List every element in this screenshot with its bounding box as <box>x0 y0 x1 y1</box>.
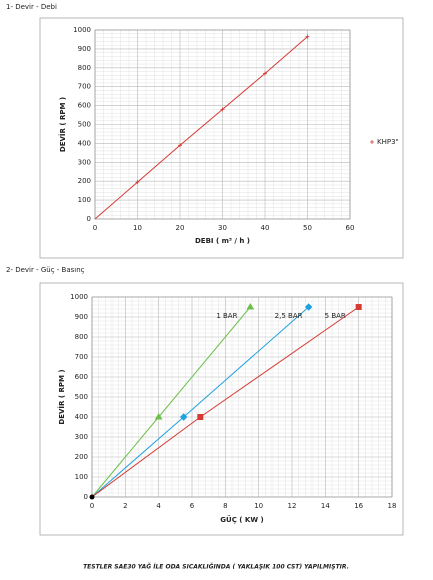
y-tick-label: 200 <box>78 177 91 185</box>
chart-frame <box>39 17 404 259</box>
x-tick-label: 60 <box>346 224 355 232</box>
series-line <box>91 306 251 498</box>
marker <box>135 180 140 185</box>
y-tick-label: 800 <box>78 64 91 72</box>
y-tick-label: 500 <box>78 121 91 129</box>
footer-note: TESTLER SAE30 YAĞ İLE ODA SICAKLIĞINDA (… <box>83 564 349 571</box>
series-label: 2,5 BAR <box>275 312 303 320</box>
x-tick-label: 12 <box>288 502 297 510</box>
x-tick-label: 0 <box>90 502 94 510</box>
marker <box>197 414 204 420</box>
y-tick-label: 0 <box>84 493 88 501</box>
x-tick-label: 16 <box>354 502 363 510</box>
marker <box>220 107 225 112</box>
x-tick-label: 4 <box>156 502 161 510</box>
y-tick-label: 400 <box>75 413 88 421</box>
y-tick-label: 900 <box>75 313 88 321</box>
series-line <box>94 36 308 220</box>
plot-frame <box>91 296 393 498</box>
x-tick-label: 30 <box>218 224 227 232</box>
y-tick-label: 600 <box>75 373 88 381</box>
marker <box>178 143 182 148</box>
x-tick-label: 14 <box>321 502 330 510</box>
y-tick-label: 1000 <box>70 293 88 301</box>
legend-label: KHP3" <box>377 138 399 146</box>
x-axis-label: DEBI ( m³ / h ) <box>195 237 250 245</box>
section-title: 1- Devir - Debi <box>6 3 57 11</box>
x-tick-label: 50 <box>303 224 312 232</box>
plot-frame <box>94 29 351 220</box>
marker <box>305 34 310 39</box>
marker <box>355 304 362 310</box>
y-tick-label: 300 <box>75 433 88 441</box>
x-axis-label: GÜÇ ( KW ) <box>220 515 263 524</box>
y-tick-label: 700 <box>78 83 91 91</box>
y-tick-label: 0 <box>87 215 91 223</box>
origin-dot <box>89 494 95 500</box>
series-label: 1 BAR <box>216 312 237 320</box>
marker <box>246 303 255 310</box>
x-tick-label: 8 <box>223 502 227 510</box>
y-tick-label: 700 <box>75 353 88 361</box>
x-tick-label: 0 <box>93 224 97 232</box>
y-tick-label: 900 <box>78 45 91 53</box>
series-line <box>91 306 309 498</box>
x-tick-label: 10 <box>133 224 142 232</box>
x-tick-label: 18 <box>388 502 397 510</box>
y-tick-label: 100 <box>78 196 91 204</box>
marker <box>263 71 267 76</box>
y-tick-label: 100 <box>75 473 88 481</box>
x-tick-label: 20 <box>176 224 185 232</box>
y-tick-label: 400 <box>78 139 91 147</box>
x-tick-label: 6 <box>190 502 195 510</box>
marker <box>179 413 188 421</box>
y-tick-label: 600 <box>78 102 91 110</box>
marker <box>304 303 313 311</box>
y-axis-label: DEVİR ( RPM ) <box>57 369 66 424</box>
x-tick-label: 40 <box>261 224 270 232</box>
y-axis-label: DEVİR ( RPM ) <box>58 97 67 152</box>
series-label: 5 BAR <box>325 312 346 320</box>
x-tick-label: 2 <box>123 502 127 510</box>
y-tick-label: 1000 <box>73 26 91 34</box>
y-tick-label: 200 <box>75 453 88 461</box>
chart-frame <box>39 282 404 536</box>
y-tick-label: 800 <box>75 333 88 341</box>
marker <box>154 413 163 420</box>
y-tick-label: 500 <box>75 393 88 401</box>
x-tick-label: 10 <box>254 502 263 510</box>
section-title: 2- Devir - Güç - Basınç <box>6 266 85 274</box>
marker <box>370 140 374 144</box>
y-tick-label: 300 <box>78 158 91 166</box>
